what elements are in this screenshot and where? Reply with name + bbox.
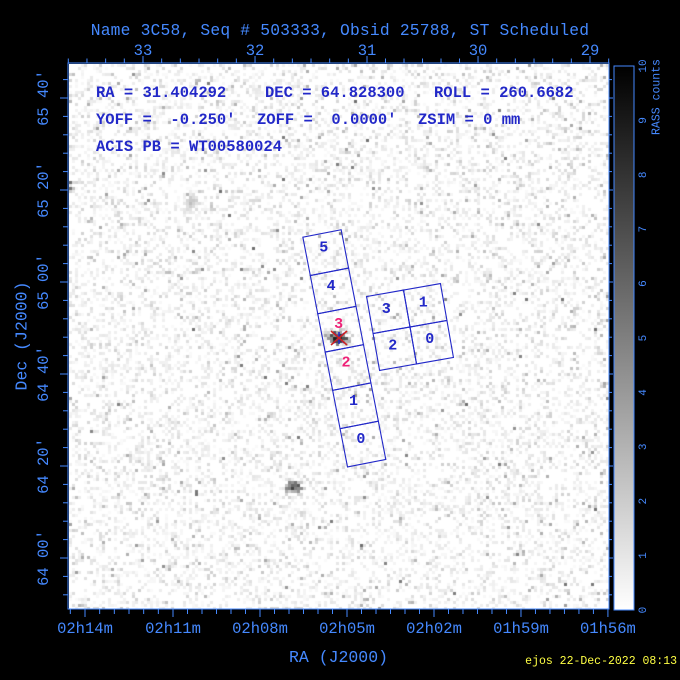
acis-i-array: [365, 282, 455, 372]
top-axis-tick-label: 33: [134, 42, 153, 60]
acis-i-chip-label: 1: [419, 294, 428, 311]
plot-border: [67, 62, 610, 610]
y-axis-title: Dec (J2000): [13, 282, 32, 391]
roll-value: ROLL = 260.6682: [434, 84, 574, 102]
acis-i-chip-label: 3: [382, 301, 391, 318]
acis-i-chip-0: [409, 319, 455, 365]
acis-s-chip-label: 3: [334, 316, 343, 333]
left-axis-tick-label: 64 20': [35, 438, 53, 494]
acis-s-chip-label: 4: [327, 278, 336, 295]
colorbar-tick-label: 9: [638, 117, 650, 124]
colorbar-tick-label: 6: [638, 280, 650, 287]
top-axis-tick-label: 30: [469, 42, 488, 60]
left-axis-tick-label: 65 40': [35, 70, 53, 126]
bottom-axis-tick-label: 01h59m: [493, 620, 549, 638]
dec-value: DEC = 64.828300: [265, 84, 405, 102]
x-axis-title: RA (J2000): [289, 648, 388, 667]
acis-s-chip-0: [339, 420, 387, 468]
ra-value: RA = 31.404292: [96, 84, 227, 102]
acis-pb-value: ACIS PB = WT00580024: [96, 138, 283, 156]
left-axis-tick-label: 64 40': [35, 346, 53, 402]
colorbar-tick-label: 8: [638, 171, 650, 178]
bottom-axis-tick-label: 02h05m: [319, 620, 375, 638]
top-axis-tick-label: 32: [246, 42, 265, 60]
bottom-axis-tick-label: 02h11m: [145, 620, 201, 638]
bottom-axis-tick-label: 02h14m: [57, 620, 113, 638]
left-axis-tick-label: 65 20': [35, 162, 53, 218]
left-axis-tick-label: 64 00': [35, 530, 53, 586]
acis-s-chip-label: 2: [342, 354, 351, 371]
colorbar-tick-label: 10: [638, 59, 650, 72]
acis-s-chip-label: 5: [319, 240, 328, 257]
acis-i-chip-label: 2: [388, 338, 397, 355]
bottom-axis-tick-label: 01h56m: [580, 620, 636, 638]
bottom-axis-tick-label: 02h02m: [406, 620, 462, 638]
acis-i-chip-label: 0: [425, 331, 434, 348]
aimpoint-marker: [330, 330, 348, 346]
colorbar: [613, 65, 635, 611]
colorbar-tick-label: 0: [638, 607, 650, 614]
yoff-value: YOFF = -0.250': [96, 111, 236, 129]
timestamp: ejos 22-Dec-2022 08:13: [525, 655, 677, 668]
zsim-value: ZSIM = 0 mm: [418, 111, 521, 129]
top-axis-tick-label: 29: [581, 42, 600, 60]
left-axis-tick-label: 65 00': [35, 254, 53, 310]
target-x-marker: [330, 330, 348, 346]
colorbar-tick-label: 7: [638, 226, 650, 233]
colorbar-tick-label: 1: [638, 552, 650, 559]
acis-s-array: [302, 229, 387, 468]
top-axis-tick-label: 31: [358, 42, 377, 60]
acis-s-chip-label: 1: [349, 393, 358, 410]
colorbar-tick-label: 4: [638, 389, 650, 396]
colorbar-tick-label: 3: [638, 443, 650, 450]
colorbar-tick-label: 2: [638, 498, 650, 505]
plot-title: Name 3C58, Seq # 503333, Obsid 25788, ST…: [90, 21, 590, 40]
colorbar-title: RASS counts: [651, 59, 664, 135]
acis-s-chip-label: 0: [356, 431, 365, 448]
zoff-value: ZOFF = 0.0000': [257, 111, 397, 129]
bottom-axis-tick-label: 02h08m: [232, 620, 288, 638]
colorbar-tick-label: 5: [638, 335, 650, 342]
